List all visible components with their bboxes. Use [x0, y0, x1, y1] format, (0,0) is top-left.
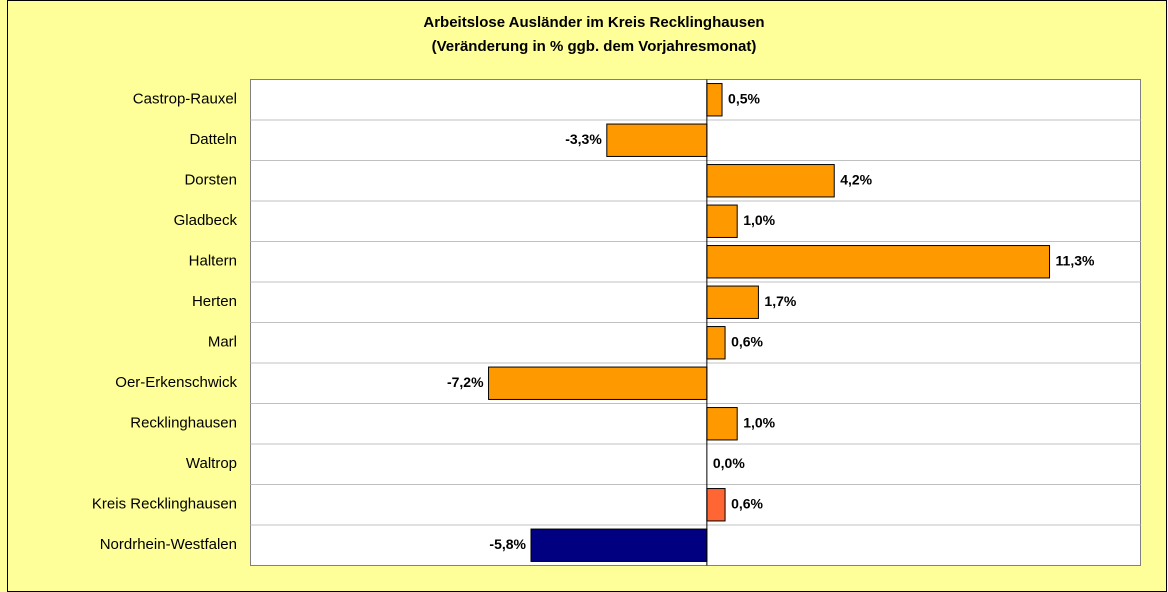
value-label: 0,6%	[731, 333, 763, 349]
bar	[706, 488, 726, 522]
y-tick-label: Kreis Recklinghausen	[92, 496, 237, 513]
chart-title: Arbeitslose Ausländer im Kreis Recklingh…	[423, 14, 764, 31]
y-tick-label: Gladbeck	[174, 212, 238, 229]
value-label: 0,6%	[731, 495, 763, 511]
y-tick-label: Marl	[208, 334, 237, 351]
value-label: -7,2%	[447, 374, 484, 390]
y-tick-label: Nordrhein-Westfalen	[100, 536, 237, 553]
y-tick-label: Castrop-Rauxel	[133, 91, 237, 108]
y-tick-label: Dorsten	[184, 172, 237, 189]
y-tick-label: Haltern	[189, 253, 237, 270]
bar	[706, 407, 738, 441]
bar	[706, 204, 738, 238]
y-tick-label: Datteln	[189, 131, 237, 148]
value-label: 1,0%	[743, 212, 775, 228]
chart-subtitle: (Veränderung in % ggb. dem Vorjahresmona…	[432, 38, 757, 55]
bar	[706, 326, 726, 360]
value-label: 0,0%	[713, 455, 745, 471]
y-tick-label: Waltrop	[186, 455, 237, 472]
y-tick-label: Oer-Erkenschwick	[115, 374, 237, 391]
value-label: 4,2%	[840, 171, 872, 187]
bar	[530, 528, 708, 562]
bar	[488, 366, 708, 400]
bar	[706, 164, 835, 198]
bar	[706, 245, 1051, 279]
bar	[706, 83, 723, 117]
value-label: -5,8%	[489, 536, 526, 552]
value-label: 11,3%	[1056, 252, 1095, 268]
bar	[706, 285, 759, 319]
value-label: -3,3%	[565, 131, 602, 147]
value-label: 0,5%	[728, 90, 760, 106]
y-tick-label: Recklinghausen	[130, 415, 237, 432]
y-tick-label: Herten	[192, 293, 237, 310]
value-label: 1,0%	[743, 414, 775, 430]
bar	[606, 123, 708, 157]
value-label: 1,7%	[764, 293, 796, 309]
